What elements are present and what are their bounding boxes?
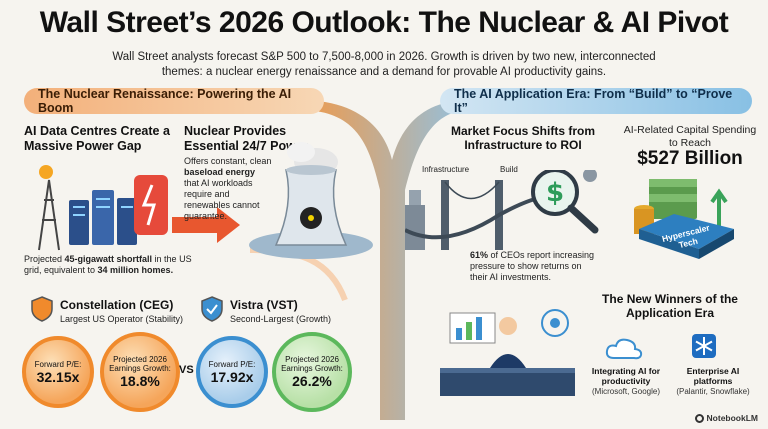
ceg-pe-value: 32.15x bbox=[36, 368, 80, 385]
company-ceg-desc: Largest US Operator (Stability) bbox=[60, 314, 184, 324]
ceg-pe-circle: Forward P/E: 32.15x bbox=[22, 336, 94, 408]
data-centres-note: Projected 45-gigawatt shortfall in the U… bbox=[24, 254, 192, 275]
winner-2-title: Enterprise AI platforms bbox=[686, 366, 740, 386]
ceg-growth-label: Projected 2026 Earnings Growth: bbox=[109, 355, 171, 373]
data-centres-heading: AI Data Centres Create a Massive Power G… bbox=[24, 124, 170, 153]
market-focus-heading: Market Focus Shifts from Infrastructure … bbox=[450, 124, 596, 152]
capital-amount: $527 Billion bbox=[637, 148, 743, 169]
watermark: NotebookLM bbox=[694, 413, 758, 423]
winner-1-title: Integrating AI for productivity bbox=[591, 366, 661, 386]
vst-pe-circle: Forward P/E: 17.92x bbox=[196, 336, 268, 408]
pylon-icon bbox=[38, 179, 60, 251]
label-build: Build bbox=[500, 165, 518, 174]
winner-2-sub: (Palantir, Snowflake) bbox=[676, 387, 750, 396]
snowflake-icon bbox=[692, 334, 716, 358]
vst-growth-circle: Projected 2026 Earnings Growth: 26.2% bbox=[272, 332, 352, 412]
market-focus-note: 61% of CEOs report increasing pressure t… bbox=[470, 250, 595, 282]
ceg-growth-value: 18.8% bbox=[120, 373, 160, 389]
notebooklm-icon bbox=[694, 413, 704, 423]
company-ceg-name: Constellation (CEG) bbox=[60, 298, 174, 312]
label-infrastructure: Infrastructure bbox=[422, 165, 470, 174]
cloud-icon bbox=[605, 338, 643, 360]
arrow-icon bbox=[172, 207, 240, 243]
page-title: Wall Street’s 2026 Outlook: The Nuclear … bbox=[39, 6, 729, 39]
shield-icon bbox=[31, 296, 53, 322]
winner-1-sub: (Microsoft, Google) bbox=[591, 387, 661, 396]
shield-check-icon bbox=[201, 296, 223, 322]
winners-heading: The New Winners of the Application Era bbox=[602, 292, 738, 320]
magnifier-icon bbox=[531, 170, 579, 216]
company-vst-desc: Second-Largest (Growth) bbox=[230, 314, 332, 324]
person-icon bbox=[499, 317, 517, 335]
nuclear-heading: Nuclear Provides Essential 24/7 Power bbox=[184, 124, 308, 153]
office-illustration bbox=[440, 309, 575, 396]
banner-nuclear: The Nuclear Renaissance: Powering the AI… bbox=[24, 87, 324, 115]
cooling-tower-illustration bbox=[249, 142, 373, 259]
vst-pe-value: 17.92x bbox=[210, 368, 254, 385]
ceg-pe-label: Forward P/E: bbox=[34, 359, 82, 369]
vst-pe-label: Forward P/E: bbox=[208, 359, 256, 369]
page-subtitle: Wall Street analysts forecast S&P 500 to… bbox=[112, 51, 656, 78]
money-stack-illustration bbox=[634, 179, 734, 259]
data-centre-illustration bbox=[38, 165, 168, 251]
network-icon bbox=[541, 309, 569, 337]
company-vst-name: Vistra (VST) bbox=[230, 298, 298, 312]
capital-heading: AI-Related Capital Spending to Reach bbox=[623, 124, 757, 149]
svg-text:$: $ bbox=[546, 178, 564, 208]
banner-ai-application: The AI Application Era: From “Build” to … bbox=[440, 87, 752, 115]
vst-growth-value: 26.2% bbox=[292, 373, 332, 389]
nuclear-desc: Offers constant, clean baseload energy t… bbox=[184, 156, 272, 221]
ceg-growth-circle: Projected 2026 Earnings Growth: 18.8% bbox=[100, 332, 180, 412]
vs-label: VS bbox=[179, 364, 194, 376]
lightning-icon bbox=[39, 165, 53, 179]
bridge-illustration: $ bbox=[405, 170, 599, 250]
bridge-tower-icon bbox=[441, 180, 449, 250]
gear-icon bbox=[583, 170, 597, 182]
vst-growth-label: Projected 2026 Earnings Growth: bbox=[281, 355, 343, 373]
